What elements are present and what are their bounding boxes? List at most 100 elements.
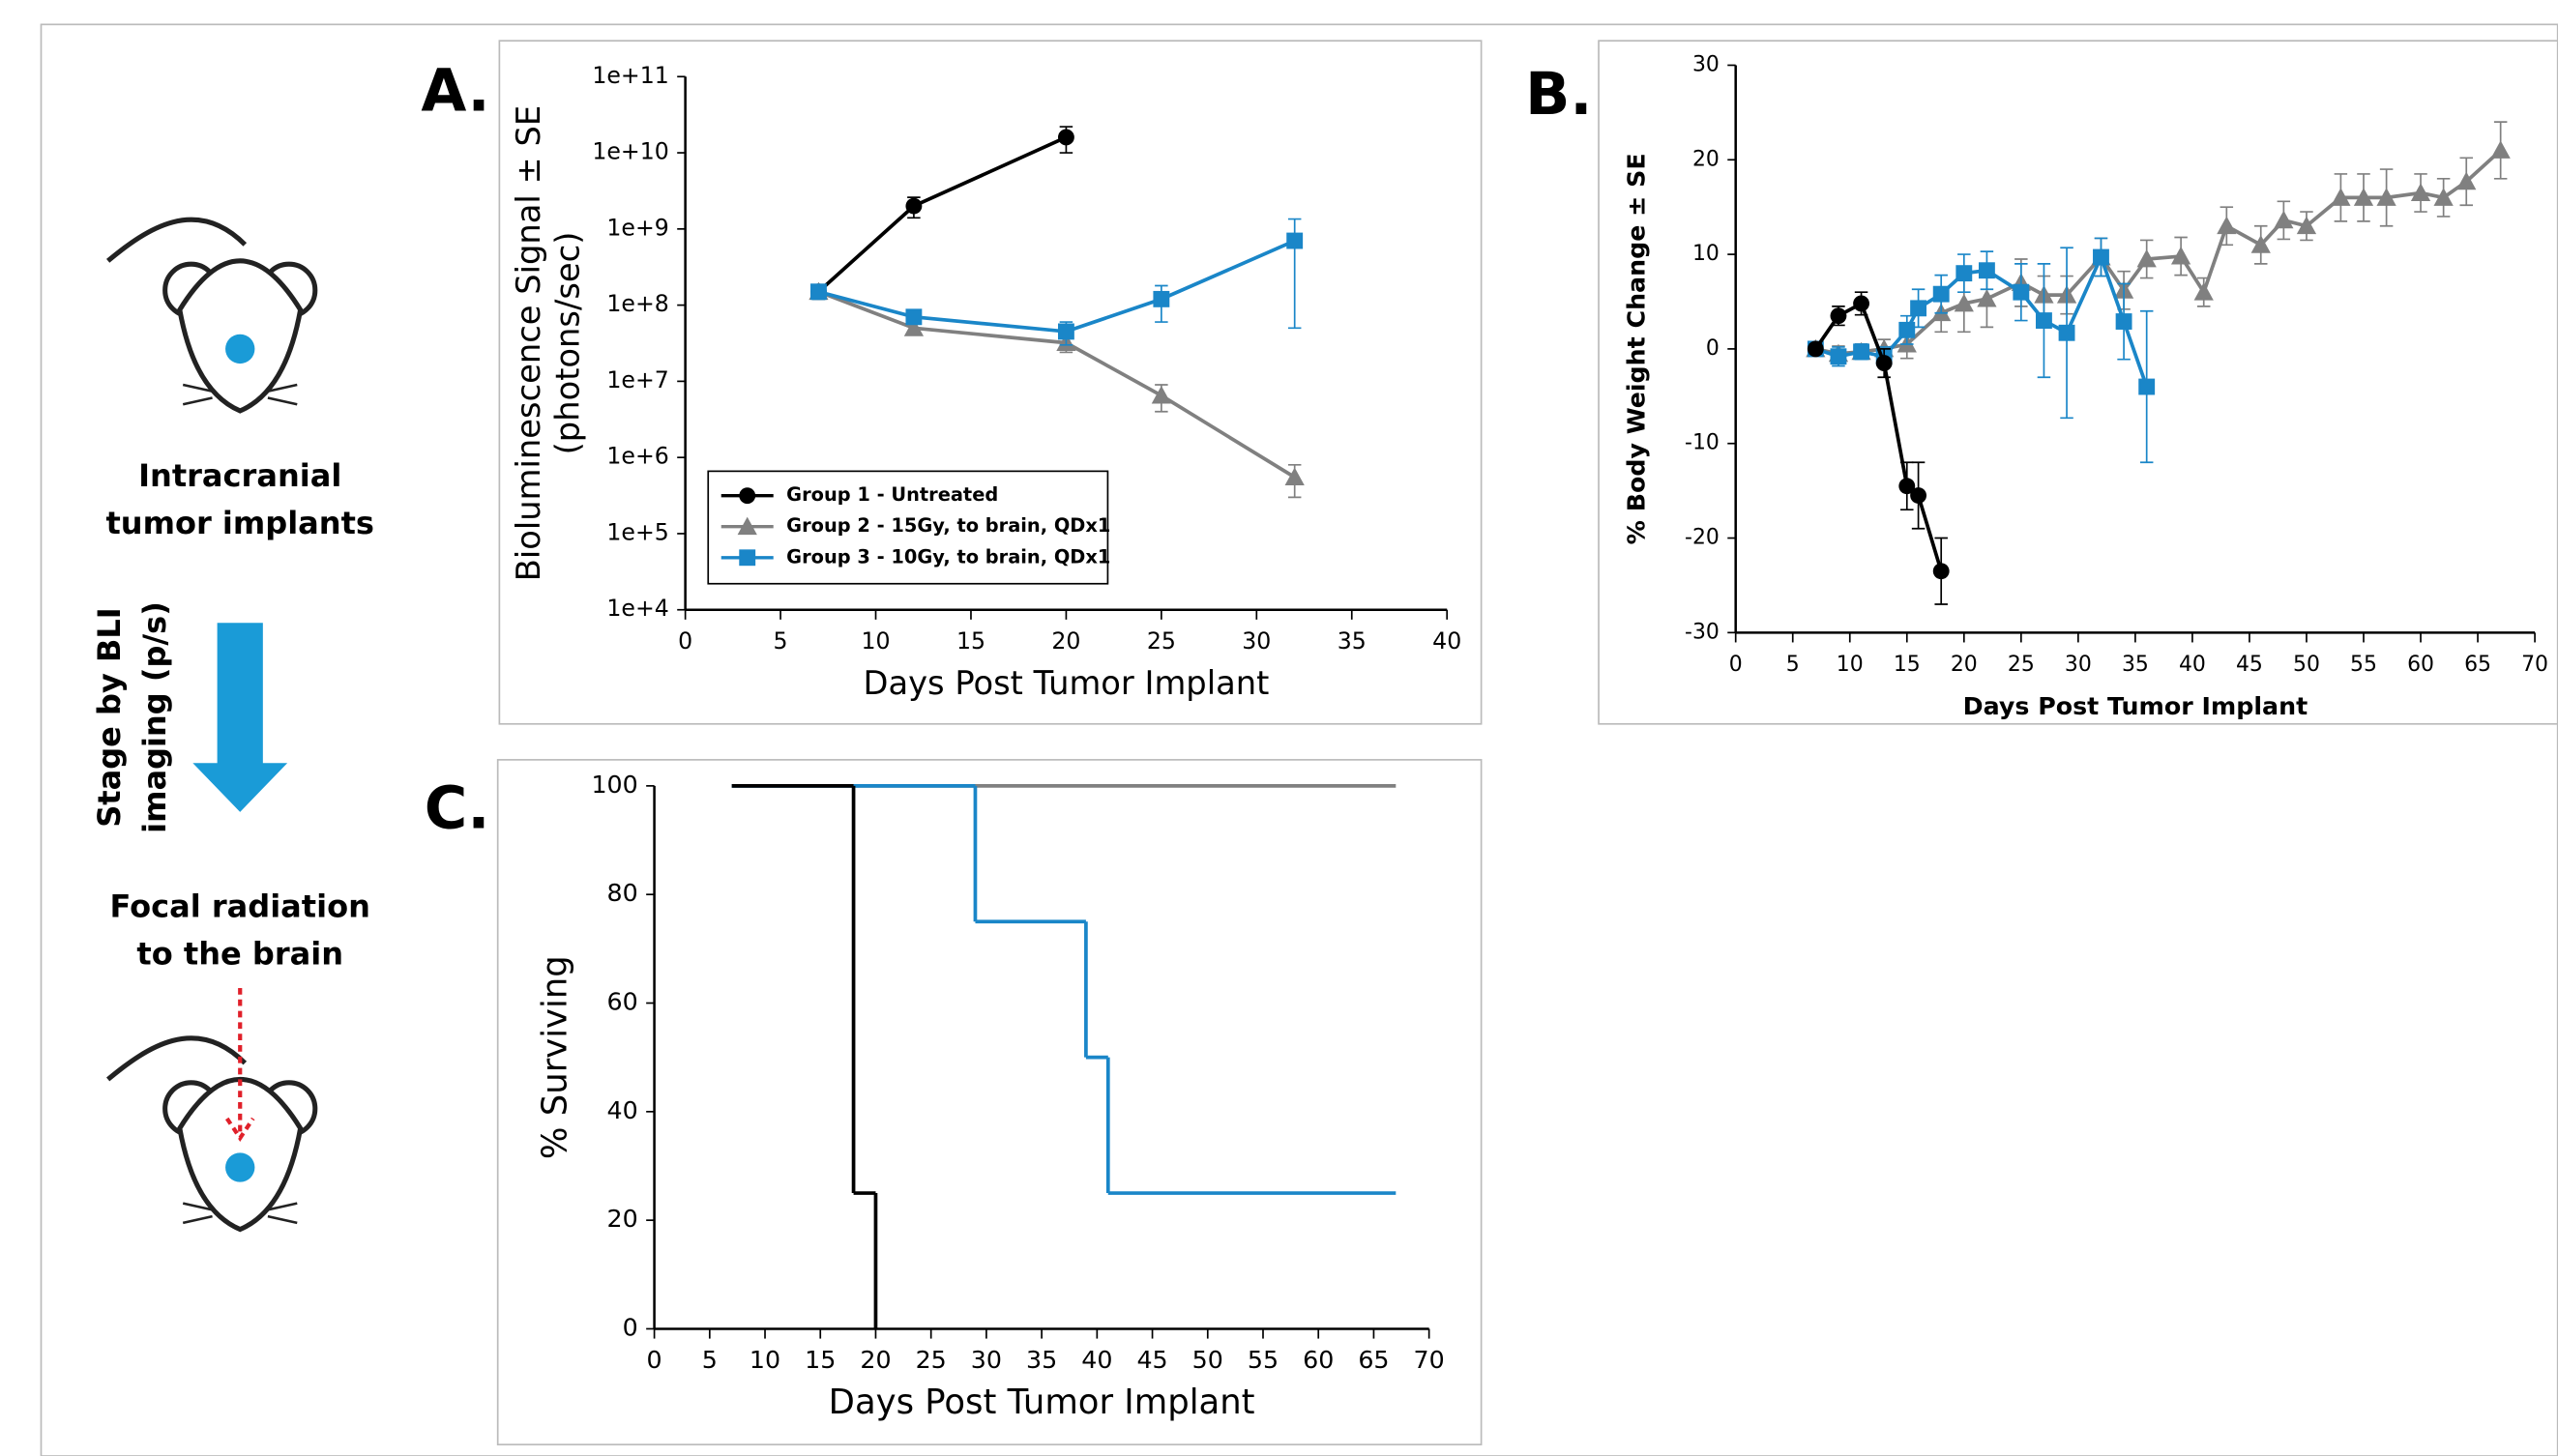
marker [1807, 340, 1824, 358]
x-tick-label: 40 [1081, 1346, 1112, 1374]
marker [1853, 343, 1869, 361]
x-tick-label: 20 [1951, 653, 1978, 677]
marker [2013, 283, 2030, 301]
x-tick-label: 15 [956, 627, 985, 655]
x-tick-label: 25 [1147, 627, 1176, 655]
x-tick-label: 55 [1248, 1346, 1279, 1374]
marker [1977, 288, 1997, 307]
marker [2353, 188, 2374, 206]
legend-label: Group 1 - Untreated [786, 483, 998, 506]
y-tick-label: 1e+6 [606, 443, 668, 470]
y-tick-label: 100 [591, 771, 637, 799]
marker [1830, 307, 1847, 325]
marker [1898, 478, 1916, 495]
marker [1286, 232, 1304, 249]
y-tick-label: 80 [607, 879, 638, 907]
legend-label: Group 3 - 10Gy, to brain, QDx1 [786, 545, 1110, 568]
x-tick-label: 40 [2179, 653, 2206, 677]
x-tick-label: 30 [2065, 653, 2092, 677]
x-tick-label: 0 [647, 1346, 662, 1374]
marker [2296, 216, 2317, 235]
x-tick-label: 30 [1242, 627, 1271, 655]
x-tick-label: 20 [860, 1346, 891, 1374]
y-tick-label: 0 [1706, 336, 1720, 361]
legend-marker [737, 516, 757, 536]
y-tick-label: 1e+8 [606, 290, 668, 317]
marker [1954, 293, 1974, 312]
stage-arrow [192, 623, 288, 812]
x-tick-label: 60 [1303, 1346, 1334, 1374]
x-axis-label: Days Post Tumor Implant [1963, 692, 2308, 720]
marker [1978, 262, 1995, 279]
x-tick-label: 35 [1338, 627, 1367, 655]
marker [1955, 265, 1973, 282]
x-tick-label: 10 [750, 1346, 780, 1374]
series-line [1813, 301, 1943, 572]
mouse-icon [106, 1035, 318, 1233]
x-tick-label: 55 [2350, 653, 2377, 677]
marker [2170, 246, 2191, 265]
x-axis-label: Days Post Tumor Implant [863, 664, 1269, 702]
marker [2490, 140, 2511, 159]
marker [2456, 171, 2477, 190]
marker [1830, 348, 1847, 365]
y-tick-label: 10 [1692, 242, 1720, 266]
radiation-arrow [224, 987, 255, 1142]
marker [1910, 487, 1927, 504]
marker [905, 197, 923, 215]
marker [2115, 313, 2132, 330]
marker [2433, 188, 2454, 206]
y-tick-label: 1e+5 [606, 518, 668, 545]
y-tick-label: 1e+9 [606, 214, 668, 241]
x-tick-label: 65 [1358, 1346, 1389, 1374]
y-tick-label: 20 [607, 1205, 638, 1233]
marker [1153, 290, 1170, 307]
marker [1151, 386, 1171, 404]
y-tick-label: 1e+4 [606, 595, 668, 622]
legend-marker [739, 487, 756, 505]
x-tick-label: 5 [702, 1346, 718, 1374]
marker [2217, 216, 2237, 235]
step-label: Stage by BLI [91, 607, 128, 828]
y-axis-label: % Surviving [535, 955, 574, 1159]
x-tick-label: 15 [1894, 653, 1921, 677]
y-tick-label: 60 [607, 988, 638, 1016]
x-tick-label: 50 [1192, 1346, 1223, 1374]
marker [2274, 210, 2294, 229]
series-line [817, 135, 1068, 294]
x-axis-label: Days Post Tumor Implant [829, 1383, 1255, 1422]
marker [2136, 248, 2157, 268]
marker [2036, 312, 2052, 329]
marker [905, 308, 923, 326]
x-tick-label: 65 [2464, 653, 2491, 677]
y-axis-label: % Body Weight Change ± SE [1623, 153, 1651, 544]
y-tick-label: 20 [1692, 147, 1720, 171]
panel-frame [496, 759, 1483, 1446]
x-tick-label: 10 [862, 627, 891, 655]
y-tick-label: 30 [1692, 52, 1720, 76]
marker [2376, 188, 2396, 206]
x-tick-label: 35 [2122, 653, 2149, 677]
x-tick-label: 10 [1837, 653, 1864, 677]
legend-box [707, 470, 1109, 585]
mouse-icon [106, 217, 318, 414]
marker [1898, 321, 1916, 338]
y-tick-label: 1e+7 [606, 366, 668, 393]
marker [903, 318, 925, 336]
y-tick-label: 40 [607, 1096, 638, 1124]
marker [1853, 295, 1869, 312]
marker [2138, 378, 2156, 395]
marker [1284, 467, 1305, 486]
panel-frame [498, 40, 1483, 725]
marker [2331, 188, 2351, 206]
x-tick-label: 35 [1026, 1346, 1057, 1374]
panel-label: B. [1525, 61, 1592, 129]
series-line [817, 290, 1296, 480]
x-tick-label: 50 [2293, 653, 2320, 677]
y-tick-label: 0 [623, 1313, 638, 1341]
marker [2058, 324, 2075, 341]
legend-marker [739, 549, 756, 567]
marker [1910, 300, 1927, 317]
marker [2250, 235, 2271, 253]
